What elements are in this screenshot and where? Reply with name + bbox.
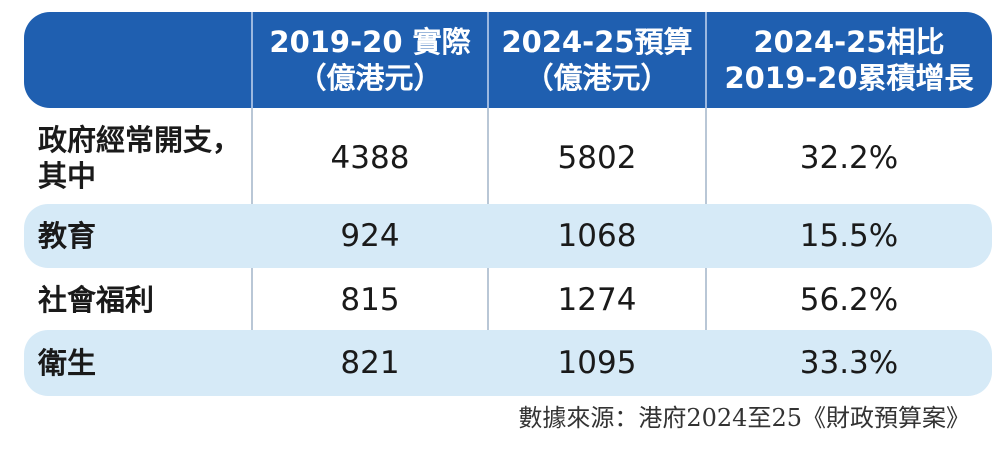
- table-row: 政府經常開支， 其中 4388 5802 32.2%: [24, 112, 992, 204]
- header-line: （億港元）: [297, 61, 443, 95]
- row-label-line: 政府經常開支，: [38, 123, 242, 157]
- header-divider: [251, 12, 253, 108]
- cell-actual: 815: [340, 282, 400, 318]
- row-label: 政府經常開支， 其中: [38, 112, 248, 204]
- cell-budget: 1274: [557, 282, 637, 318]
- header-growth: 2024-25相比 2019-20累積增長: [706, 12, 992, 108]
- header-divider: [705, 12, 707, 108]
- table-row: 社會福利 815 1274 56.2%: [24, 268, 992, 332]
- cell-growth: 15.5%: [799, 218, 899, 254]
- cell-budget: 1068: [557, 218, 637, 254]
- header-budget-2024-25: 2024-25預算 （億港元）: [488, 12, 706, 108]
- cell-budget: 5802: [557, 140, 637, 176]
- cell-actual: 924: [340, 218, 400, 254]
- header-actual-2019-20: 2019-20 實際 （億港元）: [252, 12, 488, 108]
- header-divider: [487, 12, 489, 108]
- row-label: 教育: [38, 219, 97, 253]
- header-line: 2024-25相比: [753, 25, 945, 59]
- header-line: 2019-20 實際: [269, 25, 471, 59]
- budget-table: 2019-20 實際 （億港元） 2024-25預算 （億港元） 2024-25…: [24, 12, 992, 396]
- row-label-line: 其中: [38, 159, 97, 193]
- cell-actual: 821: [340, 345, 400, 381]
- row-label: 衛生: [38, 346, 97, 380]
- cell-growth: 33.3%: [799, 345, 899, 381]
- header-line: （億港元）: [524, 61, 670, 95]
- row-label: 社會福利: [38, 283, 155, 317]
- cell-growth: 56.2%: [799, 282, 899, 318]
- table-header: 2019-20 實際 （億港元） 2024-25預算 （億港元） 2024-25…: [24, 12, 992, 108]
- cell-actual: 4388: [330, 140, 410, 176]
- source-note: 數據來源：港府2024至25《財政預算案》: [518, 404, 970, 432]
- cell-budget: 1095: [557, 345, 637, 381]
- table-row: 教育 924 1068 15.5%: [24, 204, 992, 268]
- table-row: 衛生 821 1095 33.3%: [24, 330, 992, 396]
- header-line: 2024-25預算: [501, 25, 693, 59]
- row-shade: [24, 204, 992, 268]
- header-line: 2019-20累積增長: [724, 61, 974, 95]
- row-shade: [24, 330, 992, 396]
- cell-growth: 32.2%: [799, 140, 899, 176]
